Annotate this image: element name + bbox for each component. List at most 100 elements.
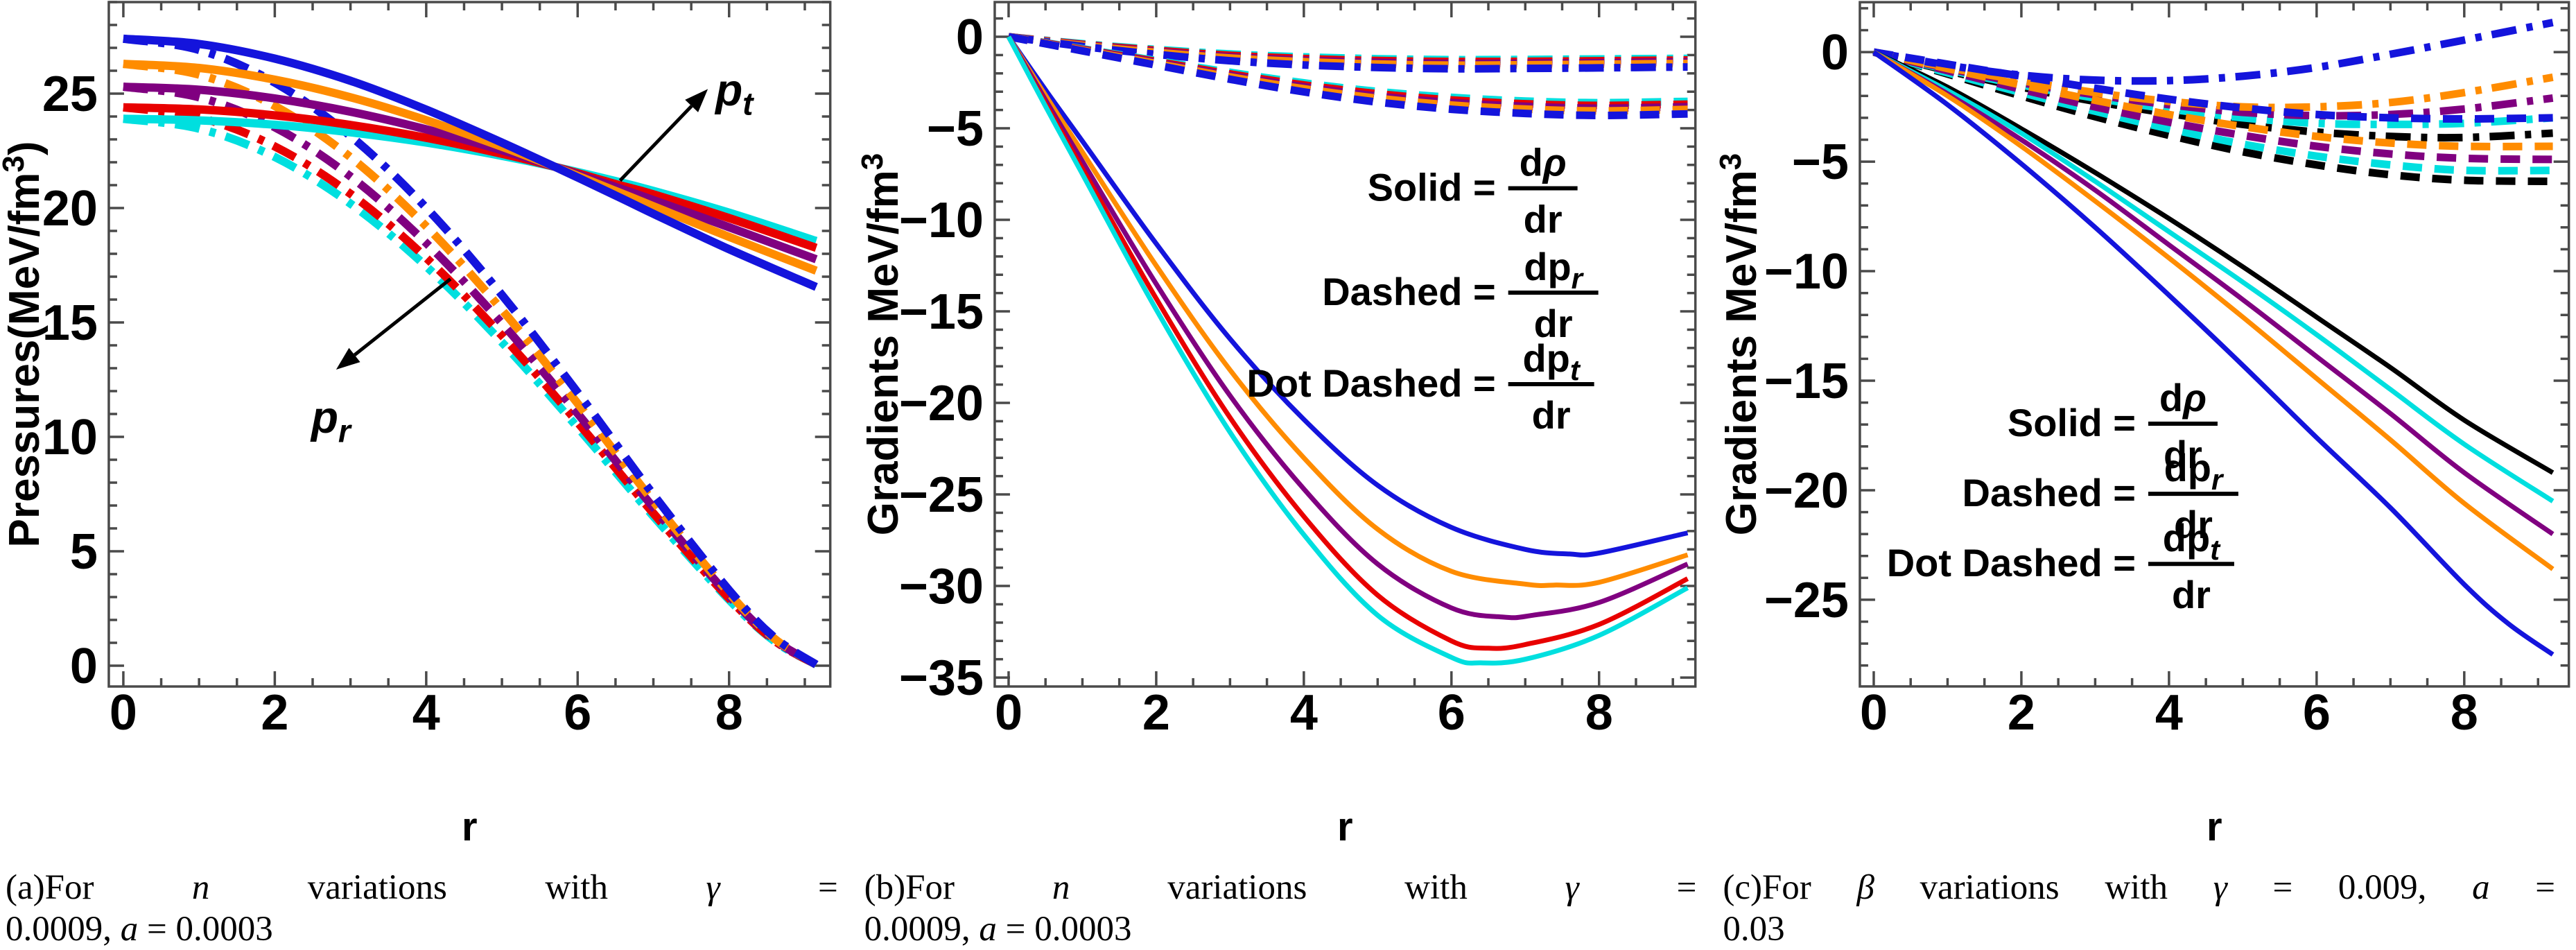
curve-c-dpr-blue [1873,48,2553,123]
x-tick-label: 8 [2451,685,2478,741]
annotation-arrowhead [685,89,708,112]
curve-a-pt-blue [123,34,818,291]
y-tick-label: −25 [899,467,984,523]
caption-b: (b)For n variations with γ = 0.0009, a =… [859,858,1718,949]
panel-c: 0 2 4 6 8 0 −5 −10 −15 −20 −25 Gradients MeV/fm3 r So… [1717,0,2576,949]
y-axis-label: Gradients MeV/fm3 [859,153,907,536]
y-tick-label: −10 [1764,244,1849,300]
x-tick-label: 8 [715,685,743,741]
curve-c-drho-cyan [1872,50,2555,503]
caption-word: 0.03 [1723,910,1785,949]
y-tick-label: −15 [1764,354,1849,409]
y-tick-label: 5 [70,524,98,580]
svg-text:Dot Dashed =: Dot Dashed = [1246,361,1495,405]
svg-text:dpr: dpr [1524,245,1584,295]
svg-text:dρ: dρ [2159,376,2207,420]
caption-word: 0.0009, [6,910,112,949]
curve-b-drho-purple [1006,35,1689,621]
svg-text:Dashed =: Dashed = [1322,270,1495,313]
caption-word: β [1856,868,1874,907]
y-axis-label: Gradients MeV/fm3 [1717,153,1766,535]
annotation-arrowhead [336,347,360,370]
curve-b-drho-orange [1006,35,1689,588]
caption-a: (a)For n variations with γ = 0.0009, a =… [0,858,859,949]
caption-word: a [2472,868,2490,907]
legend-item-c-dotdashed: Dot Dashed = dpt dr [1887,516,2235,616]
svg-text:Dot Dashed =: Dot Dashed = [1887,541,2136,585]
panel-c-plot: 0 2 4 6 8 0 −5 −10 −15 −20 −25 Gradients MeV/fm3 r So… [1717,1,2570,849]
annotation-label-pt: pt [714,64,754,121]
caption-word: = [147,910,167,949]
y-tick-label: 20 [42,181,98,236]
svg-text:Dashed =: Dashed = [1963,471,2136,515]
caption-word: variations [1167,868,1307,907]
y-tick-label: 10 [42,410,98,465]
caption-word: variations [307,868,447,907]
caption-word: (c)For [1723,868,1811,907]
y-tick-label: 0 [1821,25,1849,80]
curve-b-drho-red [1006,35,1689,651]
caption-word: (b)For [864,868,955,907]
curve-c-dpr-orange [1873,48,2553,150]
caption-word: 0.0009, [864,910,971,949]
caption-word: 0.0003 [175,910,273,949]
caption-word: = [817,868,838,907]
caption-word: = [2272,868,2293,907]
y-tick-label: 0 [70,639,98,694]
caption-a-line2: 0.0009, a = 0.0003 [6,908,838,950]
annotation-arrow [618,105,693,182]
svg-text:dr: dr [2172,573,2211,616]
caption-c: (c)For β variations with γ = 0.009, a = … [1717,858,2576,949]
svg-text:dpt: dpt [1522,336,1581,386]
svg-text:dpt: dpt [2163,516,2221,566]
caption-word: = [2535,868,2556,907]
y-tick-label: −20 [899,376,984,431]
curve-c-drho-orange [1872,50,2555,571]
y-axis-label: Pressures(MeV/fm3) [0,141,49,547]
x-axis-label: r [1337,805,1353,849]
curve-a-pr-purple [123,83,819,668]
legend-item-b-dotdashed: Dot Dashed = dpt dr [1246,336,1594,437]
caption-word: with [2105,868,2168,907]
caption-word: with [545,868,609,907]
x-axis-label: r [2207,805,2222,849]
y-tick-label: −5 [1792,135,1849,190]
caption-word: = [1005,910,1026,949]
caption-word: n [1052,868,1070,907]
curve-a-pr-blue [123,34,819,668]
y-tick-label: −15 [899,284,984,340]
y-tick-label: 15 [42,295,98,351]
y-tick-label: 0 [956,10,984,65]
svg-text:Solid =: Solid = [2008,401,2136,444]
caption-a-line1: (a)For n variations with γ = [6,867,838,908]
panel-b-plot: 0 2 4 6 8 0 −5 −10 −15 −20 −25 −30 −35 Gradients MeV/… [859,1,1697,849]
caption-word: with [1404,868,1468,907]
caption-word: variations [1920,868,2060,907]
x-tick-label: 2 [2008,685,2035,741]
curve-a-pt-orange [123,60,818,275]
curve-b-drho-blue [1006,35,1688,558]
x-tick-label: 0 [995,685,1022,741]
x-tick-label: 6 [2303,685,2331,741]
legend-item-b-solid: Solid = dρ dr [1367,140,1578,241]
y-tick-label: −30 [899,559,984,614]
caption-b-line1: (b)For n variations with γ = [864,867,1697,908]
caption-word: a [120,910,139,949]
plot-frame-b [993,1,1697,688]
legend-item-c-solid: Solid = dρ dr [2008,376,2218,476]
x-tick-label: 6 [1437,685,1465,741]
svg-text:Solid =: Solid = [1367,165,1495,209]
curve-c-drho-purple [1872,50,2555,537]
curve-c-drho-black [1872,49,2555,475]
panel-b: 0 2 4 6 8 0 −5 −10 −15 −20 −25 −30 −35 Gradients MeV/… [859,0,1718,949]
x-tick-label: 8 [1585,685,1612,741]
caption-word: n [191,868,210,907]
svg-text:dρ: dρ [1519,140,1566,184]
y-tick-label: −10 [899,193,984,248]
caption-word: γ [2213,868,2227,907]
x-tick-label: 2 [261,685,288,741]
caption-word: γ [706,868,720,907]
caption-word: 0.009, [2338,868,2427,907]
x-tick-label: 2 [1142,685,1170,741]
